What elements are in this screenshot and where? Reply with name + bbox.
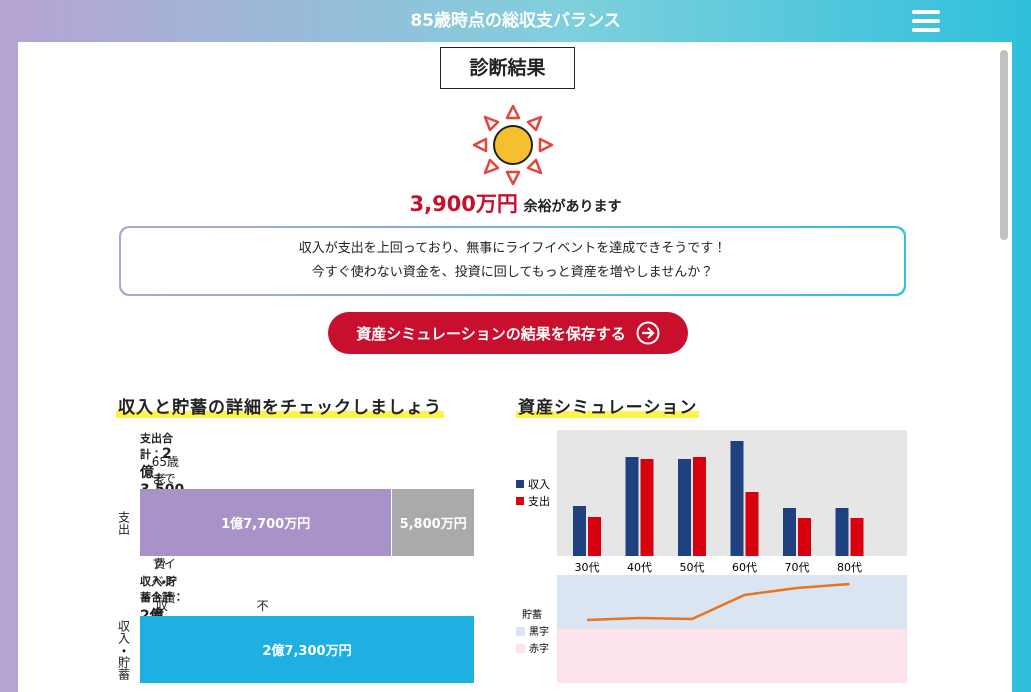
legend-label: 赤字 bbox=[529, 643, 549, 655]
x-tick-label: 60代 bbox=[732, 561, 757, 574]
legend-title: 貯蓄 bbox=[522, 608, 542, 621]
section-heading: 資産シミュレーション bbox=[516, 398, 700, 418]
row-label: 収入・貯蓄 bbox=[116, 619, 131, 680]
surplus-suffix: 余裕があります bbox=[523, 199, 622, 215]
bar bbox=[588, 517, 601, 556]
bar bbox=[783, 508, 796, 556]
bar bbox=[573, 506, 586, 556]
savings-line bbox=[586, 582, 850, 622]
bar bbox=[678, 459, 691, 556]
bar bbox=[850, 518, 864, 556]
section-heading: 収入と貯蓄の詳細をチェックしましょう bbox=[116, 398, 444, 418]
bar bbox=[693, 457, 706, 556]
save-button[interactable]: 資産シミュレーションの結果を保存する bbox=[328, 312, 688, 354]
zone bbox=[557, 629, 907, 683]
scrollbar[interactable] bbox=[999, 48, 1009, 688]
button-label: 資産シミュレーションの結果を保存する bbox=[356, 324, 626, 343]
message-box: 収入が支出を上回っており、無事にライフイベントを達成できそうです！ 今すぐ使わな… bbox=[119, 226, 906, 296]
bar bbox=[745, 492, 759, 556]
row-label: 支出 bbox=[116, 510, 131, 535]
legend-swatch bbox=[516, 644, 525, 653]
menu-button[interactable] bbox=[912, 10, 940, 34]
legend-swatch bbox=[516, 497, 524, 505]
bar-segment: 5,800万円 bbox=[392, 489, 475, 556]
bar bbox=[625, 457, 639, 556]
surplus-amount: 3,900万円 bbox=[409, 192, 518, 216]
header-title: 85歳時点の総収支バランス bbox=[410, 11, 621, 31]
arrow-icon bbox=[636, 321, 660, 345]
result-heading: 診断結果 bbox=[440, 47, 575, 89]
x-tick-label: 50代 bbox=[680, 561, 705, 574]
legend-label: 収入 bbox=[528, 478, 550, 491]
total-label: 支出合計： bbox=[140, 432, 173, 461]
bar-segment: 2億7,300万円 bbox=[140, 616, 475, 683]
legend-swatch bbox=[516, 480, 524, 488]
message-line: 今すぐ使わない資金を、投資に回してもっと資産を増やしませんか？ bbox=[311, 265, 714, 280]
legend-swatch bbox=[516, 627, 525, 636]
x-tick-label: 70代 bbox=[785, 561, 810, 574]
bar-segment: 1億7,700万円 bbox=[140, 489, 393, 556]
x-tick-label: 30代 bbox=[575, 561, 600, 574]
message-line: 収入が支出を上回っており、無事にライフイベントを達成できそうです！ bbox=[298, 241, 727, 256]
legend-label: 支出 bbox=[528, 495, 550, 508]
bar bbox=[798, 518, 811, 556]
x-tick-label: 80代 bbox=[837, 561, 862, 574]
bar bbox=[640, 459, 654, 556]
bar bbox=[730, 441, 744, 556]
bar bbox=[835, 508, 849, 556]
x-tick-label: 40代 bbox=[627, 561, 652, 574]
sun-icon bbox=[472, 104, 554, 186]
legend-label: 黒字 bbox=[529, 626, 549, 638]
result-amount: 3,900万円 余裕があります bbox=[0, 188, 1031, 218]
total-label: 収入・貯蓄合計： bbox=[140, 575, 184, 604]
